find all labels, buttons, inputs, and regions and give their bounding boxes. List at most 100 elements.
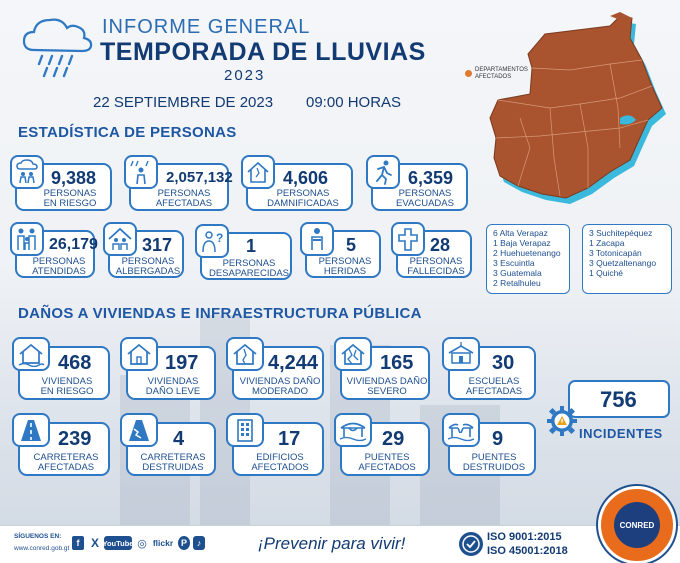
legend-marker	[465, 70, 472, 77]
persons-damaged-label: PERSONAS DAMNIFICADAS	[267, 188, 339, 209]
iso-9001-label: ISO 9001:2015	[487, 531, 562, 543]
rain-cloud-icon	[22, 18, 93, 78]
guatemala-map	[489, 12, 666, 204]
persons-evacuated-value: 6,359	[408, 168, 454, 188]
rain-person-icon	[124, 155, 158, 189]
injured-person-icon	[300, 222, 334, 256]
family-icon	[10, 222, 44, 256]
persons-sheltered-value: 317	[142, 235, 173, 255]
persons-attended-label: PERSONAS ATENDIDAS	[32, 256, 86, 277]
dept-item: 1 Quiché	[589, 268, 624, 278]
facebook-icon[interactable]: f	[72, 536, 84, 550]
houses-moderate-damage-value: 4,244	[268, 352, 319, 374]
cross-icon	[391, 222, 425, 256]
dept-item: 3 Guatemala	[493, 268, 542, 278]
houses-at-risk-value: 468	[58, 352, 92, 374]
report-time: 09:00 HORAS	[306, 94, 402, 111]
persons-deceased-value: 28	[430, 235, 451, 255]
bridge-destroyed-icon	[442, 413, 480, 447]
pinterest-icon[interactable]: P	[178, 536, 190, 550]
schools-affected-value: 30	[492, 352, 515, 374]
persons-at-risk-label: PERSONAS EN RIESGO	[43, 188, 97, 209]
shelter-icon	[103, 222, 137, 256]
report-date: 22 SEPTIEMBRE DE 2023	[93, 94, 274, 111]
buildings-affected-label: EDIFICIOS AFECTADOS	[251, 452, 309, 473]
bridges-destroyed-value: 9	[492, 428, 504, 450]
persons-affected-label: PERSONAS AFECTADAS	[155, 188, 213, 209]
bridge-icon	[334, 413, 372, 447]
conred-logo-text: CONRED	[614, 502, 660, 548]
persons-section-title: ESTADÍSTICA DE PERSONAS	[18, 124, 237, 141]
map-legend: DEPARTAMENTOS AFECTADOS	[475, 67, 528, 81]
report-title: INFORME GENERAL	[102, 16, 311, 38]
roads-affected-value: 239	[58, 428, 92, 450]
persons-attended-value: 26,179	[49, 236, 98, 253]
house-risk-icon	[12, 337, 50, 371]
fatalities-dept-list-2: 3 Suchitepéquez 1 Zacapa 3 Totonicapán 3…	[582, 224, 672, 294]
houses-light-damage-value: 197	[165, 352, 199, 374]
schools-affected-label: ESCUELAS AFECTADAS	[465, 376, 523, 397]
conred-logo: CONRED	[598, 486, 676, 563]
rain-people-icon	[10, 155, 44, 189]
youtube-icon[interactable]: YouTube	[103, 536, 133, 550]
persons-affected-value: 2,057,132	[166, 169, 233, 186]
running-person-icon	[366, 155, 400, 189]
card-frame	[232, 346, 324, 400]
incidents-label: INCIDENTES	[579, 426, 663, 441]
fatalities-dept-list-1: 6 Alta Verapaz 1 Baja Verapaz 2 Huehuete…	[486, 224, 570, 294]
house-icon	[120, 337, 158, 371]
report-year: 2023	[224, 67, 266, 84]
incidents-value: 756	[600, 387, 637, 412]
dept-item: 3 Suchitepéquez	[589, 228, 653, 238]
x-twitter-icon[interactable]: X	[90, 536, 99, 550]
infra-section-title: DAÑOS A VIVIENDAS E INFRAESTRUCTURA PÚBL…	[18, 305, 422, 322]
roads-destroyed-value: 4	[173, 428, 185, 450]
road-destroyed-icon	[120, 413, 158, 447]
dept-item: 2 Retalhuleu	[493, 278, 541, 288]
iso-45001-label: ISO 45001:2018	[487, 545, 568, 557]
tiktok-icon[interactable]: ♪	[193, 536, 205, 550]
persons-sheltered-label: PERSONAS ALBERGADAS	[115, 256, 181, 277]
bridges-affected-value: 29	[382, 428, 405, 450]
incidents-card	[568, 380, 670, 418]
road-icon	[12, 413, 50, 447]
house-moderate-icon	[226, 337, 264, 371]
roads-destroyed-label: CARRETERAS DESTRUIDAS	[140, 452, 206, 473]
gear-warning-icon	[547, 406, 577, 436]
bridges-destroyed-label: PUENTES DESTRUIDOS	[462, 452, 526, 473]
houses-light-damage-label: VIVIENDAS DAÑO LEVE	[145, 376, 201, 397]
houses-moderate-damage-label: VIVIENDAS DAÑO MODERADO	[239, 376, 321, 397]
legend-line-2: AFECTADOS	[475, 74, 512, 80]
dept-item: 6 Alta Verapaz	[493, 228, 548, 238]
legend-line-1: DEPARTAMENTOS	[475, 67, 528, 73]
persons-damaged-value: 4,606	[283, 168, 329, 188]
persons-missing-value: 1	[246, 236, 257, 256]
persons-at-risk-value: 9,388	[51, 168, 97, 188]
building-icon	[226, 413, 264, 447]
roads-affected-label: CARRETERAS AFECTADAS	[33, 452, 99, 473]
houses-severe-damage-label: VIVIENDAS DAÑO SEVERO	[346, 376, 428, 397]
missing-person-icon: ?	[195, 224, 229, 258]
dept-item: 1 Baja Verapaz	[493, 238, 551, 248]
bridges-affected-label: PUENTES AFECTADOS	[358, 452, 416, 473]
dept-item: 3 Escuintla	[493, 258, 535, 268]
house-severe-icon	[334, 337, 372, 371]
school-icon	[442, 337, 480, 371]
follow-us-label: SÍGUENOS EN:	[14, 533, 62, 540]
flickr-icon[interactable]: flickr	[152, 538, 174, 548]
houses-at-risk-label: VIVIENDAS EN RIESGO	[40, 376, 94, 397]
iso-certification-icon	[459, 532, 483, 556]
dept-item: 1 Zacapa	[589, 238, 625, 248]
damaged-house-icon	[241, 155, 275, 189]
persons-injured-label: PERSONAS HERIDAS	[318, 256, 372, 277]
dept-item: 3 Quetzaltenango	[589, 258, 657, 268]
buildings-affected-value: 17	[278, 428, 301, 450]
dept-item: 3 Totonicapán	[589, 248, 642, 258]
website-link[interactable]: www.conred.gob.gt	[14, 545, 70, 552]
instagram-icon[interactable]: ◎	[137, 537, 147, 550]
persons-evacuated-label: PERSONAS EVACUADAS	[396, 188, 454, 209]
svg-text:?: ?	[216, 231, 223, 245]
persons-deceased-label: PERSONAS FALLECIDAS	[407, 256, 465, 277]
dept-item: 2 Huehuetenango	[493, 248, 561, 258]
season-title: TEMPORADA DE LLUVIAS	[100, 38, 426, 66]
